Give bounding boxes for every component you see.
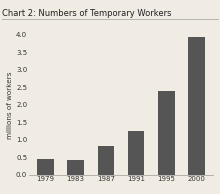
Bar (188, 37, 205, 175)
Bar (97, 146, 114, 175)
Bar (37, 158, 54, 175)
Text: Chart 2: Numbers of Temporary Workers: Chart 2: Numbers of Temporary Workers (2, 9, 172, 18)
Bar (158, 91, 175, 175)
Y-axis label: millions of workers: millions of workers (7, 71, 13, 139)
Bar (128, 131, 145, 175)
Bar (67, 160, 84, 175)
